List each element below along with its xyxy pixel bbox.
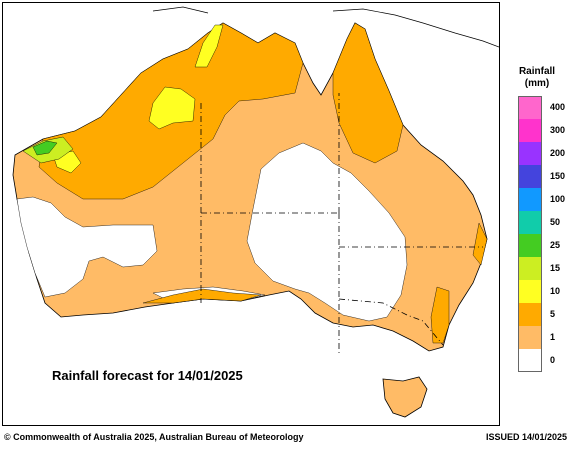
legend-label-300: 300 <box>550 125 566 135</box>
legend-label-5: 5 <box>550 309 556 319</box>
legend-swatch-5 <box>518 303 542 326</box>
legend-label-0: 0 <box>550 355 556 365</box>
dry-area-central <box>246 142 408 322</box>
legend-label-150: 150 <box>550 171 566 181</box>
rainfall-legend: Rainfall (mm) 400 300 200 150 100 50 25 15 10 5 1 0 <box>508 66 566 372</box>
rain-5mm-south-coast <box>142 288 262 304</box>
tasmania <box>382 376 428 418</box>
legend-title-line1: Rainfall <box>518 66 556 77</box>
copyright-notice: © Commonwealth of Australia 2025, Austra… <box>4 432 304 442</box>
legend-label-400: 400 <box>550 102 566 112</box>
legend-title-line2: (mm) <box>524 78 550 89</box>
issued-date: ISSUED 14/01/2025 <box>485 432 567 442</box>
legend-label-50: 50 <box>550 217 561 227</box>
legend-swatch-10 <box>518 280 542 303</box>
legend-title: Rainfall (mm) <box>508 66 566 90</box>
legend-label-1: 1 <box>550 332 556 342</box>
legend-label-25: 25 <box>550 240 561 250</box>
border-nsw-vic <box>338 298 444 346</box>
legend-label-10: 10 <box>550 286 561 296</box>
legend-swatch-0 <box>518 349 542 372</box>
legend-label-15: 15 <box>550 263 561 273</box>
legend-swatch-100 <box>518 188 542 211</box>
legend-label-100: 100 <box>550 194 566 204</box>
timor-coastline <box>152 6 209 14</box>
legend-swatch-400 <box>518 96 542 119</box>
dry-area-southwest <box>16 196 158 298</box>
legend-swatch-300 <box>518 119 542 142</box>
rain-10mm-top-end <box>194 24 224 68</box>
legend-swatch-1 <box>518 326 542 349</box>
australia-map <box>12 6 499 418</box>
legend-swatch-50 <box>518 211 542 234</box>
png-coastline <box>332 8 499 48</box>
rain-5mm-southeast <box>430 286 450 344</box>
rain-5mm-cape-york <box>332 22 404 164</box>
legend-swatch-200 <box>518 142 542 165</box>
map-title: Rainfall forecast for 14/01/2025 <box>52 368 243 383</box>
rain-25mm-west <box>32 140 58 156</box>
rain-10mm-kimberley <box>148 86 196 130</box>
rainfall-map <box>2 2 500 426</box>
legend-swatch-150 <box>518 165 542 188</box>
rain-5mm-east-coast <box>472 222 488 266</box>
legend-label-200: 200 <box>550 148 566 158</box>
legend-swatch-25 <box>518 234 542 257</box>
legend-swatch-15 <box>518 257 542 280</box>
